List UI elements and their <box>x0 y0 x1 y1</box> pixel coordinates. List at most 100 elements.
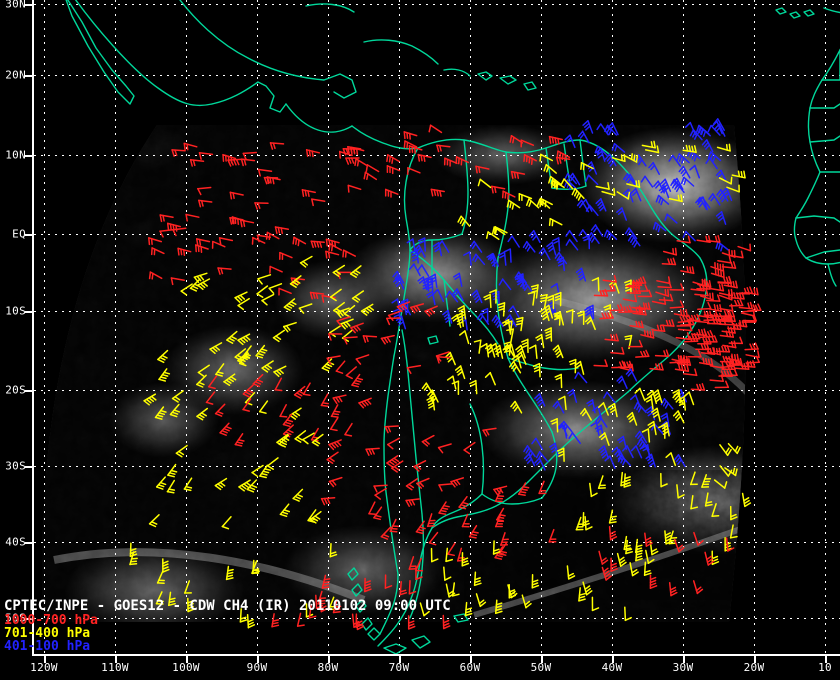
wind-barb <box>246 479 258 493</box>
wind-barb <box>697 196 711 209</box>
wind-barb <box>301 189 316 198</box>
wind-barb <box>697 336 712 345</box>
wind-barb <box>582 234 591 250</box>
wind-barb <box>640 175 654 188</box>
chart-title: CPTEC/INPE - GOES12 - CDW CH4 (IR) 20110… <box>4 598 451 614</box>
wind-barb <box>279 404 288 418</box>
wind-barb <box>386 154 400 164</box>
wind-barb <box>601 283 616 292</box>
wind-barb <box>644 532 653 547</box>
wind-barb <box>424 305 438 317</box>
wind-barb <box>403 140 418 149</box>
x-axis-label: 30W <box>672 661 694 674</box>
wind-barb <box>461 552 470 567</box>
wind-barb <box>238 479 252 492</box>
wind-barb <box>692 580 704 595</box>
wind-barb <box>226 330 238 344</box>
wind-barb <box>528 229 541 243</box>
wind-barb <box>532 362 541 378</box>
wind-barb <box>554 251 568 265</box>
wind-barb <box>302 432 315 445</box>
wind-barb <box>662 247 678 256</box>
wind-barb <box>595 148 606 162</box>
wind-barb <box>407 167 421 176</box>
wind-barb <box>607 122 619 136</box>
wind-barb <box>629 320 644 329</box>
wind-barb <box>536 198 551 209</box>
wind-barb <box>349 265 362 278</box>
wind-barb <box>675 332 690 341</box>
wind-barb <box>677 396 687 411</box>
wind-barb <box>555 156 571 165</box>
wind-barb <box>554 373 563 389</box>
wind-barb <box>498 278 512 291</box>
wind-barb <box>521 338 529 354</box>
wind-barb <box>444 351 456 366</box>
wind-barb <box>234 291 248 303</box>
wind-barb <box>438 483 453 492</box>
wind-barb <box>408 556 417 570</box>
wind-barb <box>198 152 214 160</box>
wind-barb <box>608 509 617 524</box>
wind-barb <box>345 157 360 165</box>
wind-barb <box>514 271 528 284</box>
y-tick <box>25 155 33 157</box>
wind-barb <box>234 433 245 447</box>
wind-barb <box>473 339 482 354</box>
wind-barb <box>156 570 165 584</box>
wind-barb <box>373 484 388 493</box>
x-axis-label: 70W <box>388 661 410 674</box>
wind-barb <box>384 188 399 198</box>
wind-barb <box>343 304 356 318</box>
wind-barb <box>428 273 438 289</box>
wind-barb <box>268 283 283 294</box>
wind-barb <box>309 291 325 300</box>
x-tick <box>825 656 827 663</box>
wind-barb <box>582 120 594 134</box>
wind-barb <box>534 457 546 471</box>
wind-barb <box>325 238 340 248</box>
wind-barb <box>682 144 697 153</box>
wind-barb <box>720 309 736 318</box>
x-tick <box>612 656 614 663</box>
wind-barb <box>162 558 170 573</box>
wind-barb <box>697 126 711 137</box>
wind-barb <box>602 274 617 283</box>
wind-barb <box>296 612 305 627</box>
wind-barb <box>718 176 733 185</box>
wind-barb <box>625 539 633 555</box>
wind-barb <box>531 437 544 451</box>
wind-barb <box>336 316 351 327</box>
wind-barb <box>673 309 689 318</box>
wind-barb <box>347 145 362 154</box>
wind-barb <box>482 427 497 437</box>
wind-barb <box>683 334 699 343</box>
wind-barb <box>575 267 587 282</box>
wind-barb <box>486 252 496 268</box>
wind-barb <box>603 229 618 241</box>
wind-barb <box>689 164 701 179</box>
wind-barb <box>590 224 604 237</box>
wind-barb <box>628 339 643 348</box>
wind-barb <box>209 342 223 355</box>
wind-barb <box>443 157 458 167</box>
wind-barb <box>682 230 696 242</box>
wind-barb <box>426 396 436 411</box>
wind-barb <box>214 403 226 417</box>
x-tick <box>328 656 330 663</box>
wind-barb <box>170 277 185 286</box>
wind-barb <box>240 158 256 167</box>
wind-barb <box>355 615 365 631</box>
wind-barb <box>227 158 242 167</box>
wind-barb <box>351 290 365 303</box>
wind-barb <box>683 391 695 406</box>
wind-barb <box>564 134 576 149</box>
wind-barb <box>538 480 547 495</box>
wind-barb <box>629 562 639 577</box>
wind-barb <box>414 244 426 258</box>
wind-barb <box>373 506 383 521</box>
wind-barb <box>599 432 610 446</box>
wind-barb <box>658 424 666 439</box>
wind-barb <box>405 498 420 507</box>
y-axis-label: 50S <box>5 611 26 625</box>
